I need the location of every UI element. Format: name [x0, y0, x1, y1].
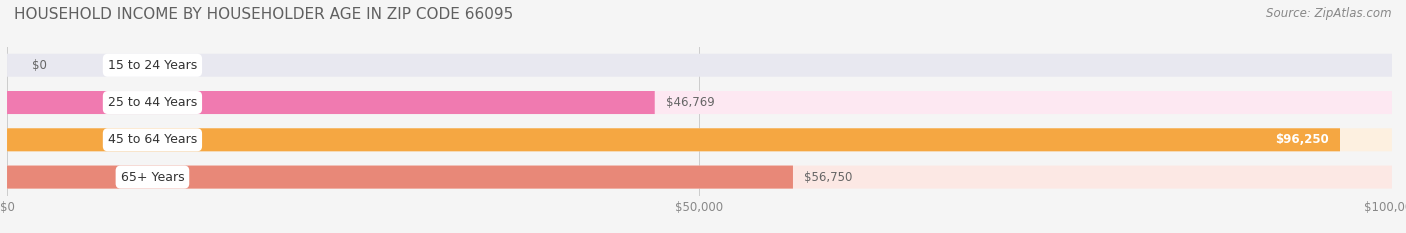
FancyBboxPatch shape — [7, 166, 1392, 188]
FancyBboxPatch shape — [7, 54, 1392, 77]
Text: Source: ZipAtlas.com: Source: ZipAtlas.com — [1267, 7, 1392, 20]
Text: $56,750: $56,750 — [804, 171, 852, 184]
Text: $0: $0 — [32, 59, 46, 72]
FancyBboxPatch shape — [7, 128, 1340, 151]
Text: $46,769: $46,769 — [666, 96, 714, 109]
FancyBboxPatch shape — [7, 91, 655, 114]
Text: 45 to 64 Years: 45 to 64 Years — [108, 133, 197, 146]
Text: HOUSEHOLD INCOME BY HOUSEHOLDER AGE IN ZIP CODE 66095: HOUSEHOLD INCOME BY HOUSEHOLDER AGE IN Z… — [14, 7, 513, 22]
Text: 65+ Years: 65+ Years — [121, 171, 184, 184]
Text: $96,250: $96,250 — [1275, 133, 1329, 146]
Text: 25 to 44 Years: 25 to 44 Years — [108, 96, 197, 109]
Text: 15 to 24 Years: 15 to 24 Years — [108, 59, 197, 72]
FancyBboxPatch shape — [7, 166, 793, 188]
FancyBboxPatch shape — [7, 128, 1392, 151]
FancyBboxPatch shape — [7, 91, 1392, 114]
